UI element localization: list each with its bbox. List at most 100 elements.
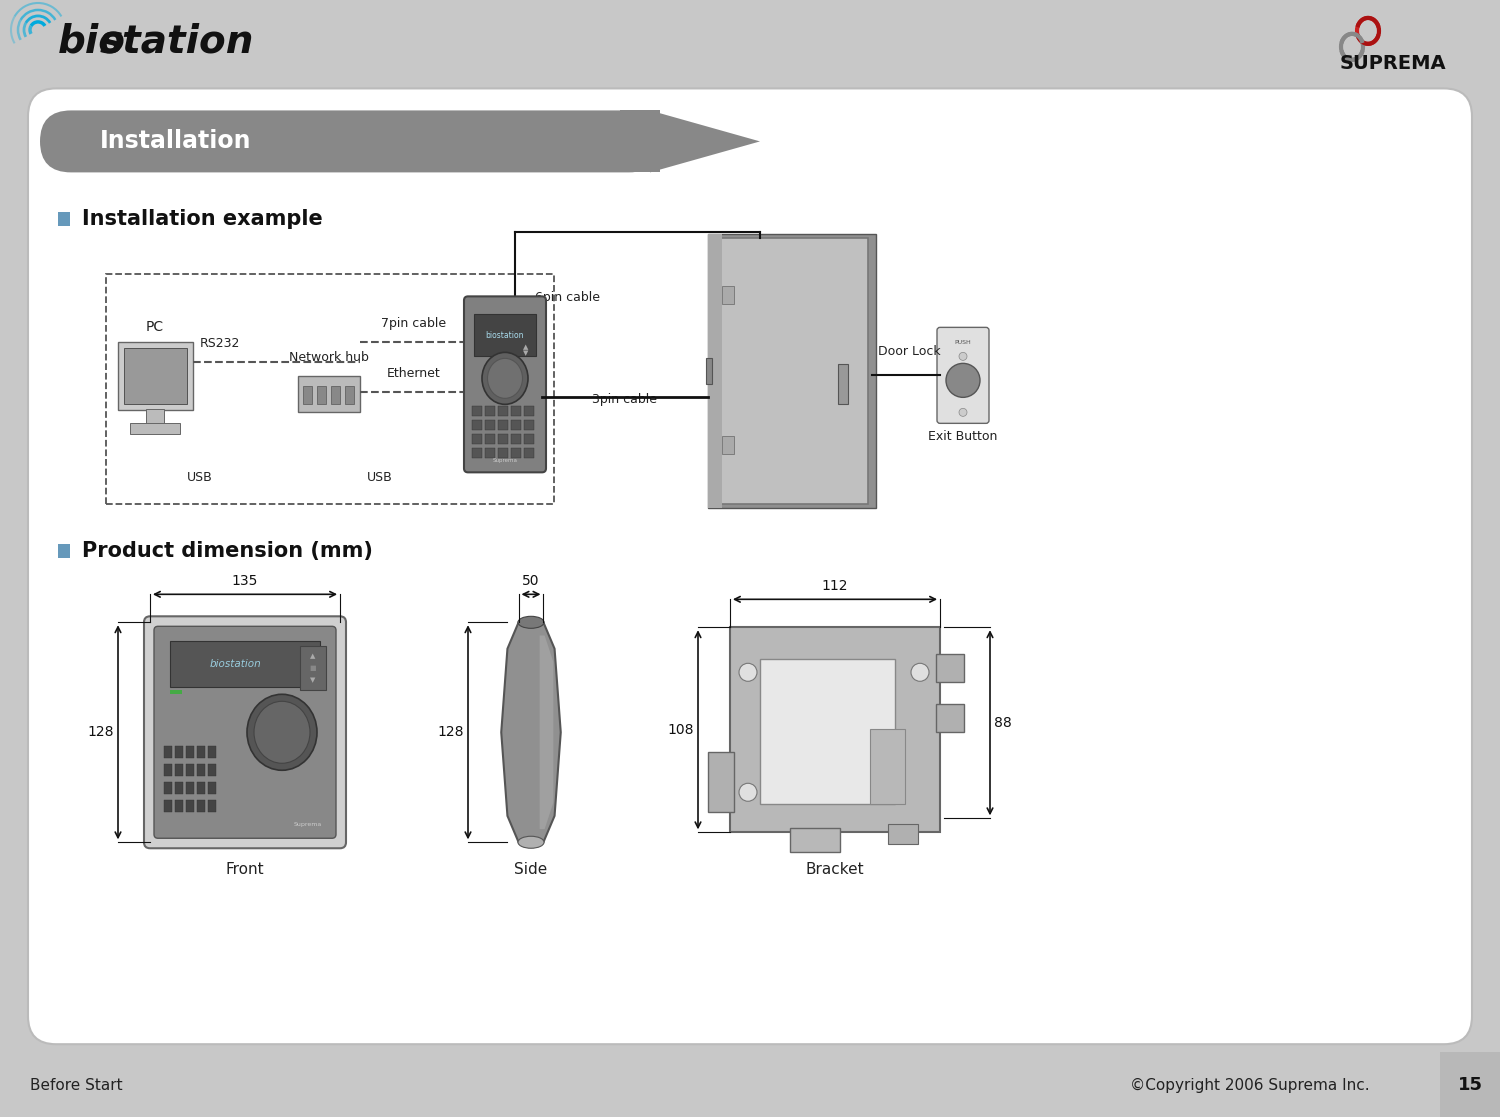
Bar: [176, 800, 183, 812]
Bar: [472, 407, 482, 417]
Bar: [708, 752, 734, 812]
Bar: [186, 782, 194, 794]
Bar: [524, 448, 534, 458]
Bar: [300, 647, 326, 690]
Text: Bracket: Bracket: [806, 862, 864, 877]
Circle shape: [740, 663, 758, 681]
Bar: [186, 800, 194, 812]
Text: Side: Side: [514, 862, 548, 877]
Bar: [790, 829, 840, 852]
Bar: [936, 705, 964, 733]
Circle shape: [958, 409, 968, 417]
Bar: [524, 407, 534, 417]
Polygon shape: [620, 111, 660, 172]
Text: 15: 15: [1458, 1076, 1482, 1095]
Bar: [524, 435, 534, 445]
Bar: [708, 235, 876, 508]
Bar: [706, 359, 712, 384]
Bar: [1440, 1052, 1500, 1117]
Bar: [720, 238, 868, 505]
FancyBboxPatch shape: [938, 327, 988, 423]
Bar: [345, 386, 354, 404]
Bar: [124, 349, 188, 404]
Polygon shape: [540, 636, 554, 829]
Bar: [472, 420, 482, 430]
Bar: [474, 314, 536, 356]
Bar: [58, 544, 70, 558]
Bar: [209, 782, 216, 794]
Bar: [839, 364, 848, 404]
Text: ▼: ▼: [310, 677, 315, 684]
Text: 112: 112: [822, 580, 849, 593]
Text: Network hub: Network hub: [290, 352, 369, 364]
Text: 3pin cable: 3pin cable: [592, 393, 657, 407]
Text: 128: 128: [438, 725, 464, 739]
Text: RS232: RS232: [200, 337, 240, 351]
Bar: [498, 407, 508, 417]
Bar: [524, 420, 534, 430]
Bar: [484, 420, 495, 430]
Bar: [303, 386, 312, 404]
Bar: [472, 448, 482, 458]
Bar: [722, 286, 734, 304]
Text: station: station: [100, 22, 255, 60]
Bar: [484, 407, 495, 417]
Bar: [936, 655, 964, 682]
Text: PC: PC: [146, 321, 164, 334]
Text: ©Copyright 2006 Suprema Inc.: ©Copyright 2006 Suprema Inc.: [1130, 1078, 1370, 1092]
Bar: [498, 448, 508, 458]
Text: Door Lock: Door Lock: [878, 345, 940, 357]
Bar: [512, 435, 520, 445]
Text: Product dimension (mm): Product dimension (mm): [82, 542, 374, 562]
Bar: [498, 435, 508, 445]
Text: Before Start: Before Start: [30, 1078, 123, 1092]
Bar: [484, 435, 495, 445]
Ellipse shape: [518, 617, 544, 628]
Text: 135: 135: [232, 574, 258, 589]
Bar: [512, 420, 520, 430]
Text: 6pin cable: 6pin cable: [536, 290, 600, 304]
FancyBboxPatch shape: [144, 617, 346, 848]
Bar: [130, 423, 180, 435]
Text: biostation: biostation: [486, 331, 525, 340]
Circle shape: [740, 783, 758, 801]
Bar: [196, 746, 206, 758]
Bar: [164, 782, 172, 794]
Text: Installation example: Installation example: [82, 209, 322, 229]
Text: 108: 108: [668, 724, 694, 737]
Bar: [146, 409, 164, 424]
Text: USB: USB: [368, 471, 393, 485]
FancyBboxPatch shape: [464, 296, 546, 472]
Bar: [498, 420, 508, 430]
Bar: [164, 800, 172, 812]
Polygon shape: [650, 111, 760, 172]
Circle shape: [910, 663, 928, 681]
Bar: [316, 386, 326, 404]
Text: ■: ■: [309, 666, 316, 671]
Bar: [298, 376, 360, 412]
Bar: [164, 764, 172, 776]
Bar: [170, 690, 182, 695]
Bar: [196, 800, 206, 812]
Text: ▲: ▲: [310, 653, 315, 659]
Bar: [176, 746, 183, 758]
Bar: [209, 800, 216, 812]
Bar: [186, 746, 194, 758]
Bar: [209, 746, 216, 758]
Text: 88: 88: [994, 716, 1011, 731]
Bar: [512, 448, 520, 458]
Bar: [118, 343, 194, 410]
Text: 50: 50: [522, 574, 540, 589]
Bar: [512, 407, 520, 417]
Circle shape: [958, 352, 968, 361]
Ellipse shape: [518, 837, 544, 848]
Bar: [176, 764, 183, 776]
Bar: [186, 764, 194, 776]
Bar: [472, 435, 482, 445]
Bar: [484, 448, 495, 458]
FancyBboxPatch shape: [28, 88, 1472, 1044]
FancyBboxPatch shape: [154, 627, 336, 838]
Ellipse shape: [482, 352, 528, 404]
Bar: [170, 641, 320, 687]
Text: Installation: Installation: [100, 130, 252, 153]
